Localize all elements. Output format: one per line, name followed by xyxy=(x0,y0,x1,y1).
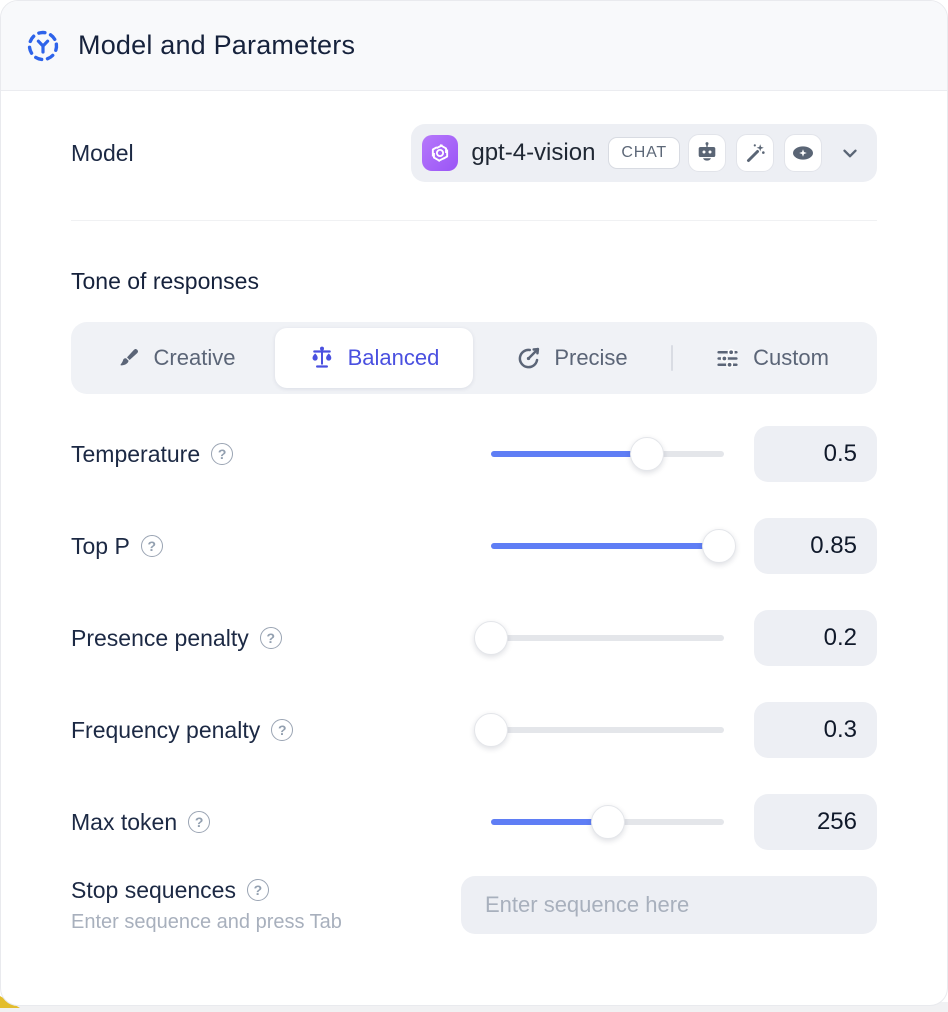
target-icon xyxy=(516,346,541,371)
help-icon[interactable]: ? xyxy=(140,535,163,557)
sliders-icon xyxy=(715,346,740,371)
segment-divider xyxy=(671,345,673,371)
selected-model-name: gpt-4-vision xyxy=(471,139,596,166)
slider-thumb[interactable] xyxy=(702,529,737,563)
tone-option-custom[interactable]: Custom xyxy=(673,328,871,388)
paintbrush-icon xyxy=(117,346,141,370)
frequency-penalty-slider[interactable] xyxy=(474,712,724,748)
slider-thumb[interactable] xyxy=(474,713,508,747)
parameters-section: Temperature ? 0.5 Top P ? xyxy=(71,408,877,868)
temperature-slider[interactable] xyxy=(491,436,724,472)
stop-sequences-hint: Enter sequence and press Tab xyxy=(71,910,342,933)
vision-eye-icon xyxy=(784,134,822,172)
parameter-row-presence-penalty: Presence penalty ? 0.2 xyxy=(71,592,877,684)
stop-sequences-label: Stop sequences xyxy=(71,876,236,903)
slider-thumb[interactable] xyxy=(630,437,665,471)
slider-thumb[interactable] xyxy=(590,805,625,839)
page-title: Model and Parameters xyxy=(78,30,356,60)
openai-logo-icon xyxy=(422,135,459,171)
parameter-row-frequency-penalty: Frequency penalty ? 0.3 xyxy=(71,684,877,776)
tone-option-creative[interactable]: Creative xyxy=(77,328,275,388)
tone-option-label: Precise xyxy=(554,345,628,370)
tone-option-label: Balanced xyxy=(347,345,440,370)
help-icon[interactable]: ? xyxy=(259,627,282,649)
help-icon[interactable]: ? xyxy=(271,719,294,741)
tone-option-label: Creative xyxy=(153,345,236,370)
parameter-label: Frequency penalty xyxy=(71,716,261,743)
magic-wand-icon xyxy=(736,134,774,172)
parameter-label: Presence penalty xyxy=(71,624,249,651)
top-p-value[interactable]: 0.85 xyxy=(754,518,877,574)
stop-sequence-input[interactable] xyxy=(461,876,877,934)
parameter-row-max-token: Max token ? 256 xyxy=(71,776,877,868)
parameter-label: Temperature xyxy=(71,440,201,467)
parameter-row-top-p: Top P ? 0.85 xyxy=(71,500,877,592)
help-icon[interactable]: ? xyxy=(188,811,211,833)
stop-sequences-row: Stop sequences ? Enter sequence and pres… xyxy=(71,876,877,934)
tone-segmented-control: Creative Balanced xyxy=(71,322,877,394)
frequency-penalty-value[interactable]: 0.3 xyxy=(754,702,877,758)
tone-option-precise[interactable]: Precise xyxy=(473,328,671,388)
model-row: Model gpt-4-v xyxy=(71,124,877,182)
model-select-dropdown[interactable]: gpt-4-vision CHAT xyxy=(411,124,877,182)
chevron-down-icon[interactable] xyxy=(839,142,861,164)
max-token-value[interactable]: 256 xyxy=(754,794,877,850)
dashed-circle-model-icon xyxy=(25,28,61,64)
parameter-label: Max token xyxy=(71,808,178,835)
balance-scale-icon xyxy=(309,345,335,371)
parameter-label: Top P xyxy=(71,532,130,559)
tone-option-balanced[interactable]: Balanced xyxy=(275,328,473,388)
chat-mode-badge: CHAT xyxy=(608,137,680,169)
help-icon[interactable]: ? xyxy=(246,879,269,901)
parameter-row-temperature: Temperature ? 0.5 xyxy=(71,408,877,500)
tone-option-label: Custom xyxy=(753,345,829,370)
tone-section-title: Tone of responses xyxy=(71,268,259,294)
top-p-slider[interactable] xyxy=(491,528,737,564)
presence-penalty-slider[interactable] xyxy=(474,620,724,656)
temperature-value[interactable]: 0.5 xyxy=(754,426,877,482)
presence-penalty-value[interactable]: 0.2 xyxy=(754,610,877,666)
page-background-strip xyxy=(0,1002,948,1012)
robot-icon xyxy=(688,134,726,172)
help-icon[interactable]: ? xyxy=(211,443,234,465)
section-divider xyxy=(71,220,877,221)
panel-header: Model and Parameters xyxy=(1,1,947,91)
slider-thumb[interactable] xyxy=(474,621,508,655)
model-label: Model xyxy=(71,139,134,166)
max-token-slider[interactable] xyxy=(491,804,724,840)
